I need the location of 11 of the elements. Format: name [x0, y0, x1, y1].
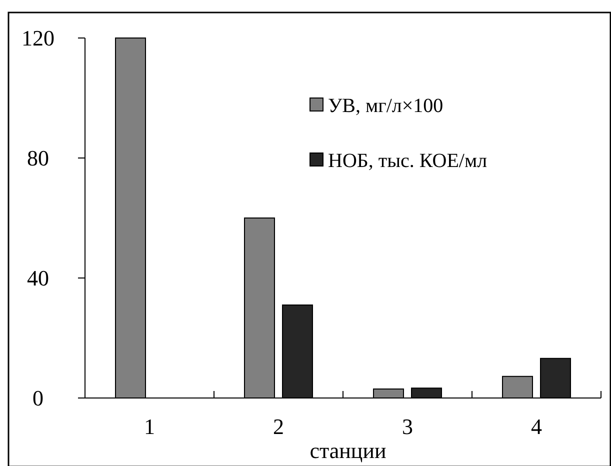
y-tick-label: 120 — [22, 26, 54, 51]
x-tick-label: 4 — [531, 414, 542, 439]
legend-label: УВ, мг/л×100 — [328, 95, 444, 117]
x-tick-label: 2 — [273, 414, 284, 439]
x-axis-title: станции — [310, 438, 386, 463]
x-tick-label: 3 — [402, 414, 413, 439]
y-tick-label: 40 — [27, 266, 49, 291]
y-tick-label: 0 — [32, 386, 44, 411]
y-tick-label: 80 — [27, 146, 49, 171]
x-tick-label: 1 — [144, 414, 155, 439]
legend-label: НОБ, тыс. КОЕ/мл — [328, 150, 488, 172]
